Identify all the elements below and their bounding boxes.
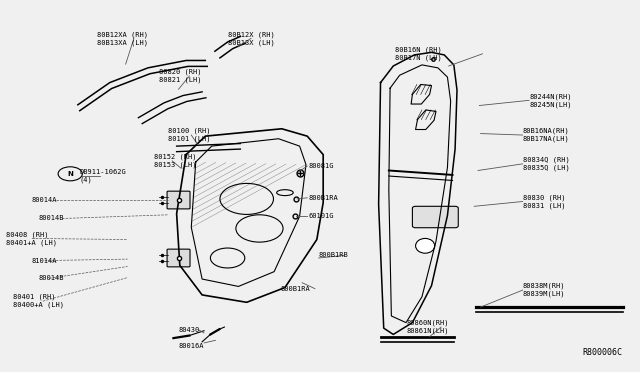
Text: 80B12XA (RH)
80B13XA (LH): 80B12XA (RH) 80B13XA (LH) xyxy=(97,31,148,45)
Text: 800B1RA: 800B1RA xyxy=(308,195,339,201)
Text: 81014A: 81014A xyxy=(32,257,58,264)
Text: 80B12X (RH)
80B13X (LH): 80B12X (RH) 80B13X (LH) xyxy=(228,31,275,45)
Text: 80014B: 80014B xyxy=(38,275,64,281)
Text: 80834Q (RH)
80835Q (LH): 80834Q (RH) 80835Q (LH) xyxy=(523,157,570,171)
Text: DB911-1062G
(4): DB911-1062G (4) xyxy=(79,169,126,183)
Text: 80152 (RH)
80153 (LH): 80152 (RH) 80153 (LH) xyxy=(154,154,197,168)
Text: 800B1RA: 800B1RA xyxy=(280,286,310,292)
Text: N: N xyxy=(67,171,73,177)
Text: 80016A: 80016A xyxy=(179,343,204,349)
FancyBboxPatch shape xyxy=(167,249,190,267)
Text: 80B16N (RH)
80B17N (LH): 80B16N (RH) 80B17N (LH) xyxy=(395,46,442,61)
FancyBboxPatch shape xyxy=(167,191,190,209)
Text: 80860N(RH)
80861N(LH): 80860N(RH) 80861N(LH) xyxy=(406,320,449,334)
Text: 80408 (RH)
80401+A (LH): 80408 (RH) 80401+A (LH) xyxy=(6,231,58,246)
Text: 80244N(RH)
80245N(LH): 80244N(RH) 80245N(LH) xyxy=(529,93,572,108)
Text: 80014B: 80014B xyxy=(38,215,64,221)
FancyBboxPatch shape xyxy=(412,206,458,228)
Text: 80100 (RH)
80101 (LH): 80100 (RH) 80101 (LH) xyxy=(168,128,211,142)
Text: 80430: 80430 xyxy=(179,327,200,333)
Text: 80081G: 80081G xyxy=(308,163,334,169)
Text: 80838M(RH)
80839M(LH): 80838M(RH) 80839M(LH) xyxy=(523,283,565,297)
Text: 60101G: 60101G xyxy=(308,213,334,219)
Text: 80B16NA(RH)
80B17NA(LH): 80B16NA(RH) 80B17NA(LH) xyxy=(523,128,570,142)
Text: R800006C: R800006C xyxy=(582,347,623,357)
Text: 80014A: 80014A xyxy=(32,197,58,203)
Text: 80830 (RH)
80831 (LH): 80830 (RH) 80831 (LH) xyxy=(523,194,565,209)
Ellipse shape xyxy=(415,238,435,253)
Text: 800B1RB: 800B1RB xyxy=(319,253,348,259)
Text: 80401 (RH)
80400+A (LH): 80401 (RH) 80400+A (LH) xyxy=(13,294,64,308)
Text: 80820 (RH)
80821 (LH): 80820 (RH) 80821 (LH) xyxy=(159,69,202,83)
